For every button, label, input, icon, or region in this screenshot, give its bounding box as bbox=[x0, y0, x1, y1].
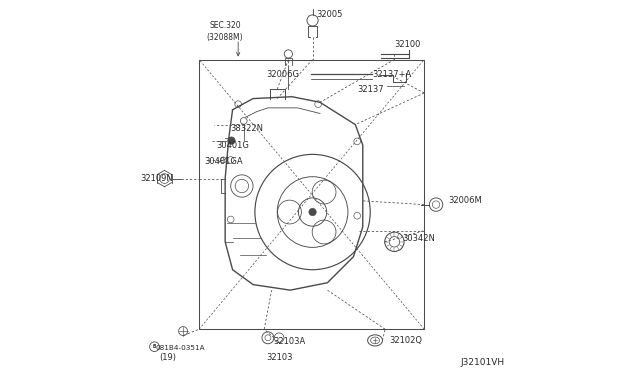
Text: 32109N: 32109N bbox=[140, 174, 173, 183]
Text: SEC.320
(32088M): SEC.320 (32088M) bbox=[207, 21, 243, 42]
Text: (19): (19) bbox=[159, 353, 176, 362]
Text: 32137+A: 32137+A bbox=[372, 70, 412, 79]
Text: 32006G: 32006G bbox=[266, 70, 299, 79]
Text: 32103: 32103 bbox=[266, 353, 292, 362]
Bar bbox=[199, 60, 424, 329]
Text: 32006M: 32006M bbox=[449, 196, 482, 205]
Text: 38322N: 38322N bbox=[231, 124, 264, 133]
Text: 081B4-0351A: 081B4-0351A bbox=[156, 345, 205, 351]
Text: 30401G: 30401G bbox=[216, 141, 249, 150]
Text: J32101VH: J32101VH bbox=[460, 358, 504, 367]
Text: B: B bbox=[153, 344, 156, 349]
Circle shape bbox=[309, 208, 316, 216]
Text: 30342N: 30342N bbox=[402, 234, 435, 243]
Text: 30401GA: 30401GA bbox=[205, 157, 243, 166]
Text: 32137: 32137 bbox=[357, 85, 384, 94]
Text: 32100: 32100 bbox=[394, 40, 420, 49]
Text: 32102Q: 32102Q bbox=[389, 336, 422, 345]
Text: 32103A: 32103A bbox=[273, 337, 306, 346]
Circle shape bbox=[228, 137, 235, 144]
Text: 32005: 32005 bbox=[316, 10, 342, 19]
